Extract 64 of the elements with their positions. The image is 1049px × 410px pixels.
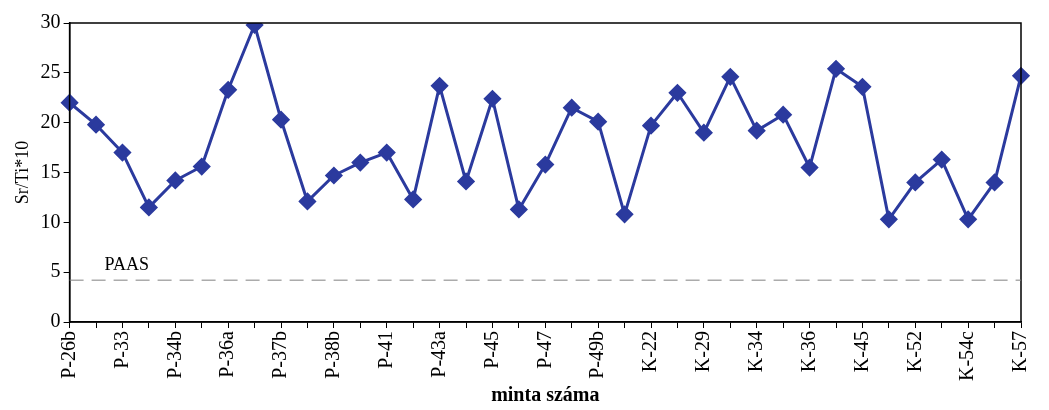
x-tick-label: P-38b: [321, 331, 344, 379]
x-tick-label: K-45: [849, 331, 872, 373]
y-tick-label: 25: [40, 60, 61, 83]
x-tick-label: P-34b: [162, 331, 185, 379]
y-tick-label: 10: [40, 209, 61, 232]
x-tick-label: P-37b: [268, 331, 291, 379]
point: [774, 106, 792, 124]
x-tick-label: K-22: [638, 331, 661, 373]
point: [642, 117, 660, 135]
ref-line-label: PAAS: [104, 253, 149, 274]
x-tick-label: P-49b: [585, 331, 608, 379]
x-axis-title: minta száma: [491, 383, 600, 406]
point: [431, 77, 449, 95]
x-tick-label: P-41: [373, 331, 396, 369]
x-tick-label: K-34: [743, 331, 766, 373]
point: [193, 158, 211, 176]
point: [933, 151, 951, 169]
y-tick-label: 20: [40, 109, 61, 132]
x-tick-label: P-26b: [56, 331, 79, 379]
point: [668, 84, 686, 102]
point: [61, 94, 79, 112]
x-tick-label: P-43a: [426, 330, 449, 378]
y-tick-label: 5: [50, 259, 61, 282]
point: [801, 159, 819, 177]
x-tick-label: K-36: [796, 331, 819, 373]
point: [298, 192, 316, 210]
point: [906, 173, 924, 191]
point: [113, 144, 131, 162]
point: [880, 210, 898, 228]
point: [853, 78, 871, 96]
point: [351, 154, 369, 172]
point: [457, 172, 475, 190]
x-tick-label: K-54c: [955, 330, 978, 381]
x-tick-label: P-47: [532, 331, 555, 369]
point: [219, 81, 237, 99]
point: [272, 111, 290, 129]
x-tick-label: K-52: [902, 331, 925, 373]
point: [483, 90, 501, 108]
point: [695, 124, 713, 142]
x-tick-label: P-36a: [215, 330, 238, 378]
point: [563, 99, 581, 117]
point: [87, 116, 105, 134]
point: [378, 144, 396, 162]
x-tick-label: P-45: [479, 331, 502, 369]
point: [140, 198, 158, 216]
point: [986, 173, 1004, 191]
x-tick-label: K-29: [691, 331, 714, 373]
y-tick-label: 0: [50, 309, 61, 332]
point: [721, 68, 739, 86]
y-tick-label: 15: [40, 159, 61, 182]
point: [748, 122, 766, 140]
point: [404, 190, 422, 208]
y-axis-title: Sr/Ti*10: [11, 140, 32, 205]
point: [616, 205, 634, 223]
point: [827, 60, 845, 78]
y-tick-label: 30: [40, 10, 61, 33]
point: [325, 167, 343, 184]
point: [959, 210, 977, 228]
x-tick-label: K-57: [1008, 331, 1031, 373]
point: [589, 113, 607, 131]
point: [510, 200, 528, 218]
point: [536, 156, 554, 174]
x-tick-label: P-33: [109, 331, 132, 369]
point: [166, 171, 184, 189]
